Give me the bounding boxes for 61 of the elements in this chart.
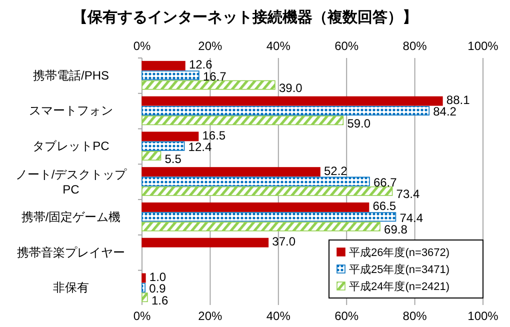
data-label: 5.5 xyxy=(164,152,182,166)
data-label: 59.0 xyxy=(347,116,371,130)
data-label: 52.2 xyxy=(324,164,348,178)
bar xyxy=(142,282,146,292)
y-tick-label: 携帯/固定ゲーム機 xyxy=(21,210,121,224)
x2-tick-label: 100% xyxy=(468,39,499,53)
bar xyxy=(142,116,344,126)
x-tick-label: 100% xyxy=(468,309,499,323)
data-label: 12.4 xyxy=(188,140,212,154)
bar xyxy=(142,167,320,177)
data-label: 0.9 xyxy=(149,282,166,296)
bar xyxy=(142,212,396,222)
bar xyxy=(142,186,393,196)
bar xyxy=(142,96,443,106)
bar xyxy=(142,238,269,248)
x2-tick-label: 80% xyxy=(402,39,428,53)
y-tick-label: 非保有 xyxy=(53,280,89,295)
x-tick-label: 0% xyxy=(133,309,151,323)
data-label: 88.1 xyxy=(446,93,470,108)
chart-title: 【保有するインターネット接続機器（複数回答）】 xyxy=(72,9,418,26)
data-label: 16.7 xyxy=(202,69,227,84)
x2-tick-label: 20% xyxy=(198,39,223,53)
bar xyxy=(142,176,370,186)
bar xyxy=(142,202,370,212)
data-label: 12.6 xyxy=(188,58,213,72)
data-label: 37.0 xyxy=(272,234,296,249)
x-tick-label: 60% xyxy=(334,309,359,323)
y-tick-label: 携帯電話/PHS xyxy=(32,68,110,82)
x2-tick-label: 40% xyxy=(266,39,291,53)
bar xyxy=(142,292,148,302)
data-label: 1.6 xyxy=(151,293,168,308)
y-tick-label: スマートフォン xyxy=(29,104,113,118)
data-label: 73.4 xyxy=(396,187,420,202)
x2-tick-label: 60% xyxy=(334,39,359,53)
data-label: 39.0 xyxy=(278,81,303,96)
y-tick-label: タブレットPC xyxy=(32,139,110,154)
data-label: 16.5 xyxy=(202,128,226,142)
data-label: 1.0 xyxy=(149,270,166,284)
x-tick-label: 80% xyxy=(402,309,428,323)
x-tick-label: 20% xyxy=(198,309,223,323)
legend-label: 平成26年度(n=3672) xyxy=(349,246,450,259)
data-label: 66.5 xyxy=(372,199,396,214)
data-label: 84.2 xyxy=(433,104,457,119)
bar xyxy=(142,106,430,116)
data-label: 74.4 xyxy=(400,210,424,225)
data-label: 66.7 xyxy=(373,176,398,190)
x2-tick-label: 0% xyxy=(133,39,151,53)
legend-label: 平成25年度(n=3471) xyxy=(349,263,450,276)
bar xyxy=(142,132,199,142)
bar xyxy=(142,222,380,232)
bar xyxy=(142,60,186,70)
y-tick-label: 携帯音楽プレイヤー xyxy=(17,245,125,260)
bar xyxy=(142,141,185,151)
bar xyxy=(142,273,146,283)
data-label: 69.8 xyxy=(384,222,408,237)
legend-label: 平成24年度(n=2421) xyxy=(349,280,450,293)
y-tick-label: ノート/デスクトップPC xyxy=(15,168,128,196)
bar xyxy=(142,70,200,80)
bar xyxy=(142,151,162,161)
bar xyxy=(142,80,276,90)
x-tick-label: 40% xyxy=(266,309,291,323)
